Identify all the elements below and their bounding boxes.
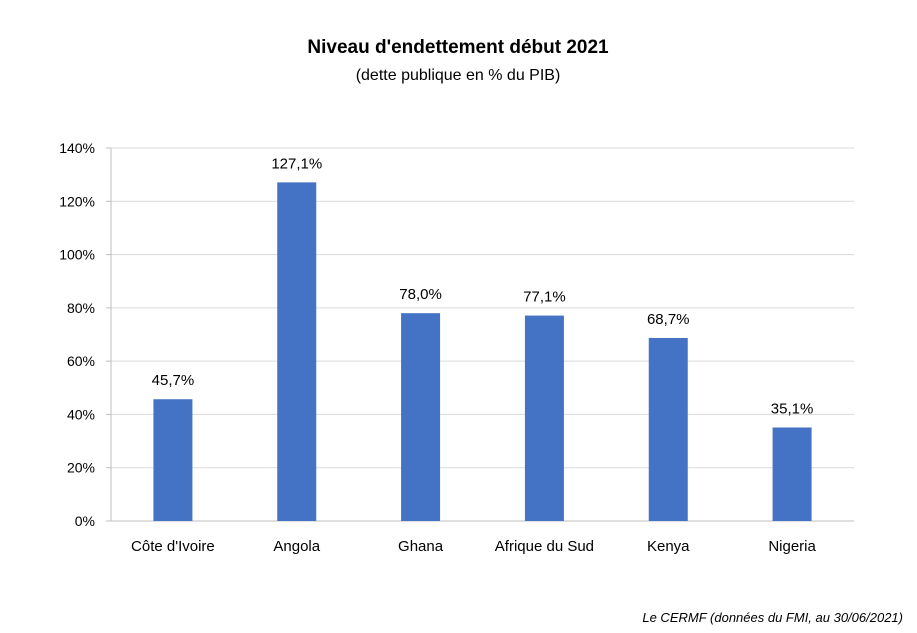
data-label: 78,0% (399, 286, 442, 303)
x-tick-label: Angola (273, 538, 320, 555)
x-tick-label: Kenya (647, 538, 690, 555)
x-tick-label: Côte d'Ivoire (131, 538, 215, 555)
bar (401, 313, 441, 521)
data-labels: 45,7% 127,1% 78,0% 77,1% 68,7% 35,1% (152, 155, 814, 417)
data-label: 127,1% (271, 155, 322, 172)
y-tick-label: 80% (67, 300, 95, 316)
bar (277, 182, 317, 521)
x-tick-label: Ghana (398, 538, 444, 555)
data-label: 77,1% (523, 289, 566, 306)
bar (772, 427, 812, 521)
data-label: 68,7% (647, 311, 690, 328)
bar (153, 399, 193, 521)
bars (153, 182, 812, 521)
x-tick-label: Afrique du Sud (495, 538, 594, 555)
data-label: 35,1% (771, 400, 814, 417)
source-note: Le CERMF (données du FMI, au 30/06/2021) (642, 610, 903, 625)
y-tick-label: 40% (67, 406, 95, 422)
y-tick-label: 120% (59, 193, 95, 209)
y-tick-label: 20% (67, 460, 95, 476)
chart-title: Niveau d'endettement début 2021 (307, 37, 609, 58)
gridlines (111, 147, 854, 469)
y-tick-label: 100% (59, 247, 95, 263)
y-tick-label: 60% (67, 353, 95, 369)
chart-subtitle: (dette publique en % du PIB) (356, 67, 561, 84)
x-tick-label: Nigeria (768, 538, 816, 555)
x-axis: Côte d'Ivoire Angola Ghana Afrique du Sud Ke… (131, 538, 816, 555)
bar (648, 337, 688, 521)
y-tick-label: 140% (59, 140, 95, 156)
bar (524, 315, 564, 521)
y-axis: 0% 20% 40% 60% 80% 100% 120% 140% (59, 140, 854, 529)
y-tick-label: 0% (75, 513, 95, 529)
data-label: 45,7% (152, 372, 195, 389)
